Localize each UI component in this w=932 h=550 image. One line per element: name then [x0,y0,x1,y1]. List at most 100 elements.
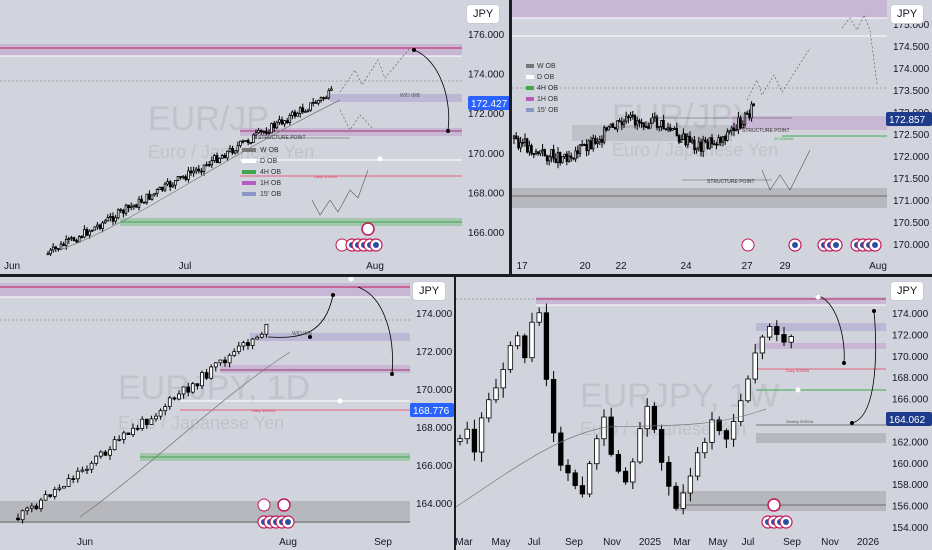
candle [29,505,34,509]
candle [114,217,117,222]
currency-label[interactable]: JPY [466,4,501,24]
candle [702,139,705,152]
chart-panel-1w[interactable]: EURJPY, 1W Euro / Japanese Yen Daily 50EMA… [456,277,932,550]
y-tick-label: 173.500 [893,86,930,97]
candle [507,345,514,370]
candle [304,110,307,113]
chart-annotation: 1H OB [260,180,281,187]
candle [636,120,639,126]
x-tick-label: Jul [742,537,755,548]
candle [583,144,586,146]
currency-label[interactable]: JPY [890,281,925,301]
y-tick-label: 171.000 [893,196,930,207]
candle [537,151,540,154]
chart-panel-1d[interactable]: EURJPY, 1D Euro / Japanese Yen W/D IMB Dail… [0,277,454,550]
candle [135,204,138,208]
candle [662,120,665,130]
candle [48,494,53,497]
candle [735,129,738,132]
candle [514,335,521,347]
currency-label[interactable]: JPY [890,4,925,24]
candle [200,372,204,387]
candle [660,120,663,128]
candle [177,393,181,400]
x-tick-label: Jun [77,537,93,548]
candle [85,228,89,236]
x-tick-label: 24 [680,261,692,272]
y-tick-label: 168.000 [416,423,453,434]
candle [680,492,686,509]
candle [629,114,632,118]
candle [567,155,571,162]
last-price-label: 168.776 [413,406,450,417]
candle [319,97,323,101]
last-price-badge [468,96,509,110]
candle [730,127,733,131]
candle [752,103,755,106]
candle [57,487,62,490]
candle [322,97,325,99]
y-tick-label: 172.000 [892,330,929,341]
candle [539,150,542,154]
projection-path [311,169,369,216]
candle [150,194,154,200]
candle [706,141,709,149]
candle [62,243,65,246]
candle [723,430,730,440]
candle [309,102,312,111]
candle [66,478,71,487]
flash-icon [257,498,271,512]
zone-w-ob [572,125,732,141]
candle [651,405,658,430]
candle [694,452,701,477]
candle [112,439,117,451]
chart-annotation: D OB [537,74,554,81]
ema-line [79,351,291,518]
candle [39,499,43,510]
zone-15m-ob [330,94,462,102]
candle [719,137,722,143]
candle [680,139,683,143]
candle [189,170,193,174]
x-tick-label: Jul [179,261,192,272]
candle [726,131,729,141]
x-tick-label: Nov [821,537,839,548]
candle [140,198,143,203]
candle [117,438,122,441]
y-tick-label: 174.000 [892,309,929,320]
candle [124,204,128,214]
candle [666,462,672,487]
projection-path [746,47,811,101]
candle [119,209,123,212]
candle [220,155,224,159]
candle [625,116,628,122]
chart-panel-4h[interactable]: EUR/JP Euro / Japanese Yen STRUCTURE POINT… [0,0,509,274]
x-tick-label: 27 [741,261,753,272]
candle [210,160,214,166]
currency-label[interactable]: JPY [412,281,447,301]
candle [709,419,715,443]
candle [766,326,773,338]
candle [57,248,60,250]
candle [649,122,652,129]
x-tick-label: 2025 [639,537,662,548]
candle [693,139,696,151]
event-icon-core [833,242,839,248]
candle [293,111,297,117]
candle [536,312,542,323]
candle [545,155,549,162]
chart-annotation: Daily 50EMA [314,174,337,179]
y-tick-label: 168.000 [892,373,929,384]
candle [478,417,485,453]
zone-1h-ob [0,283,410,297]
y-tick-label: 158.000 [892,480,929,491]
alert-icon [767,498,781,512]
candle [161,186,164,191]
candle [745,378,751,402]
candle [207,164,211,166]
